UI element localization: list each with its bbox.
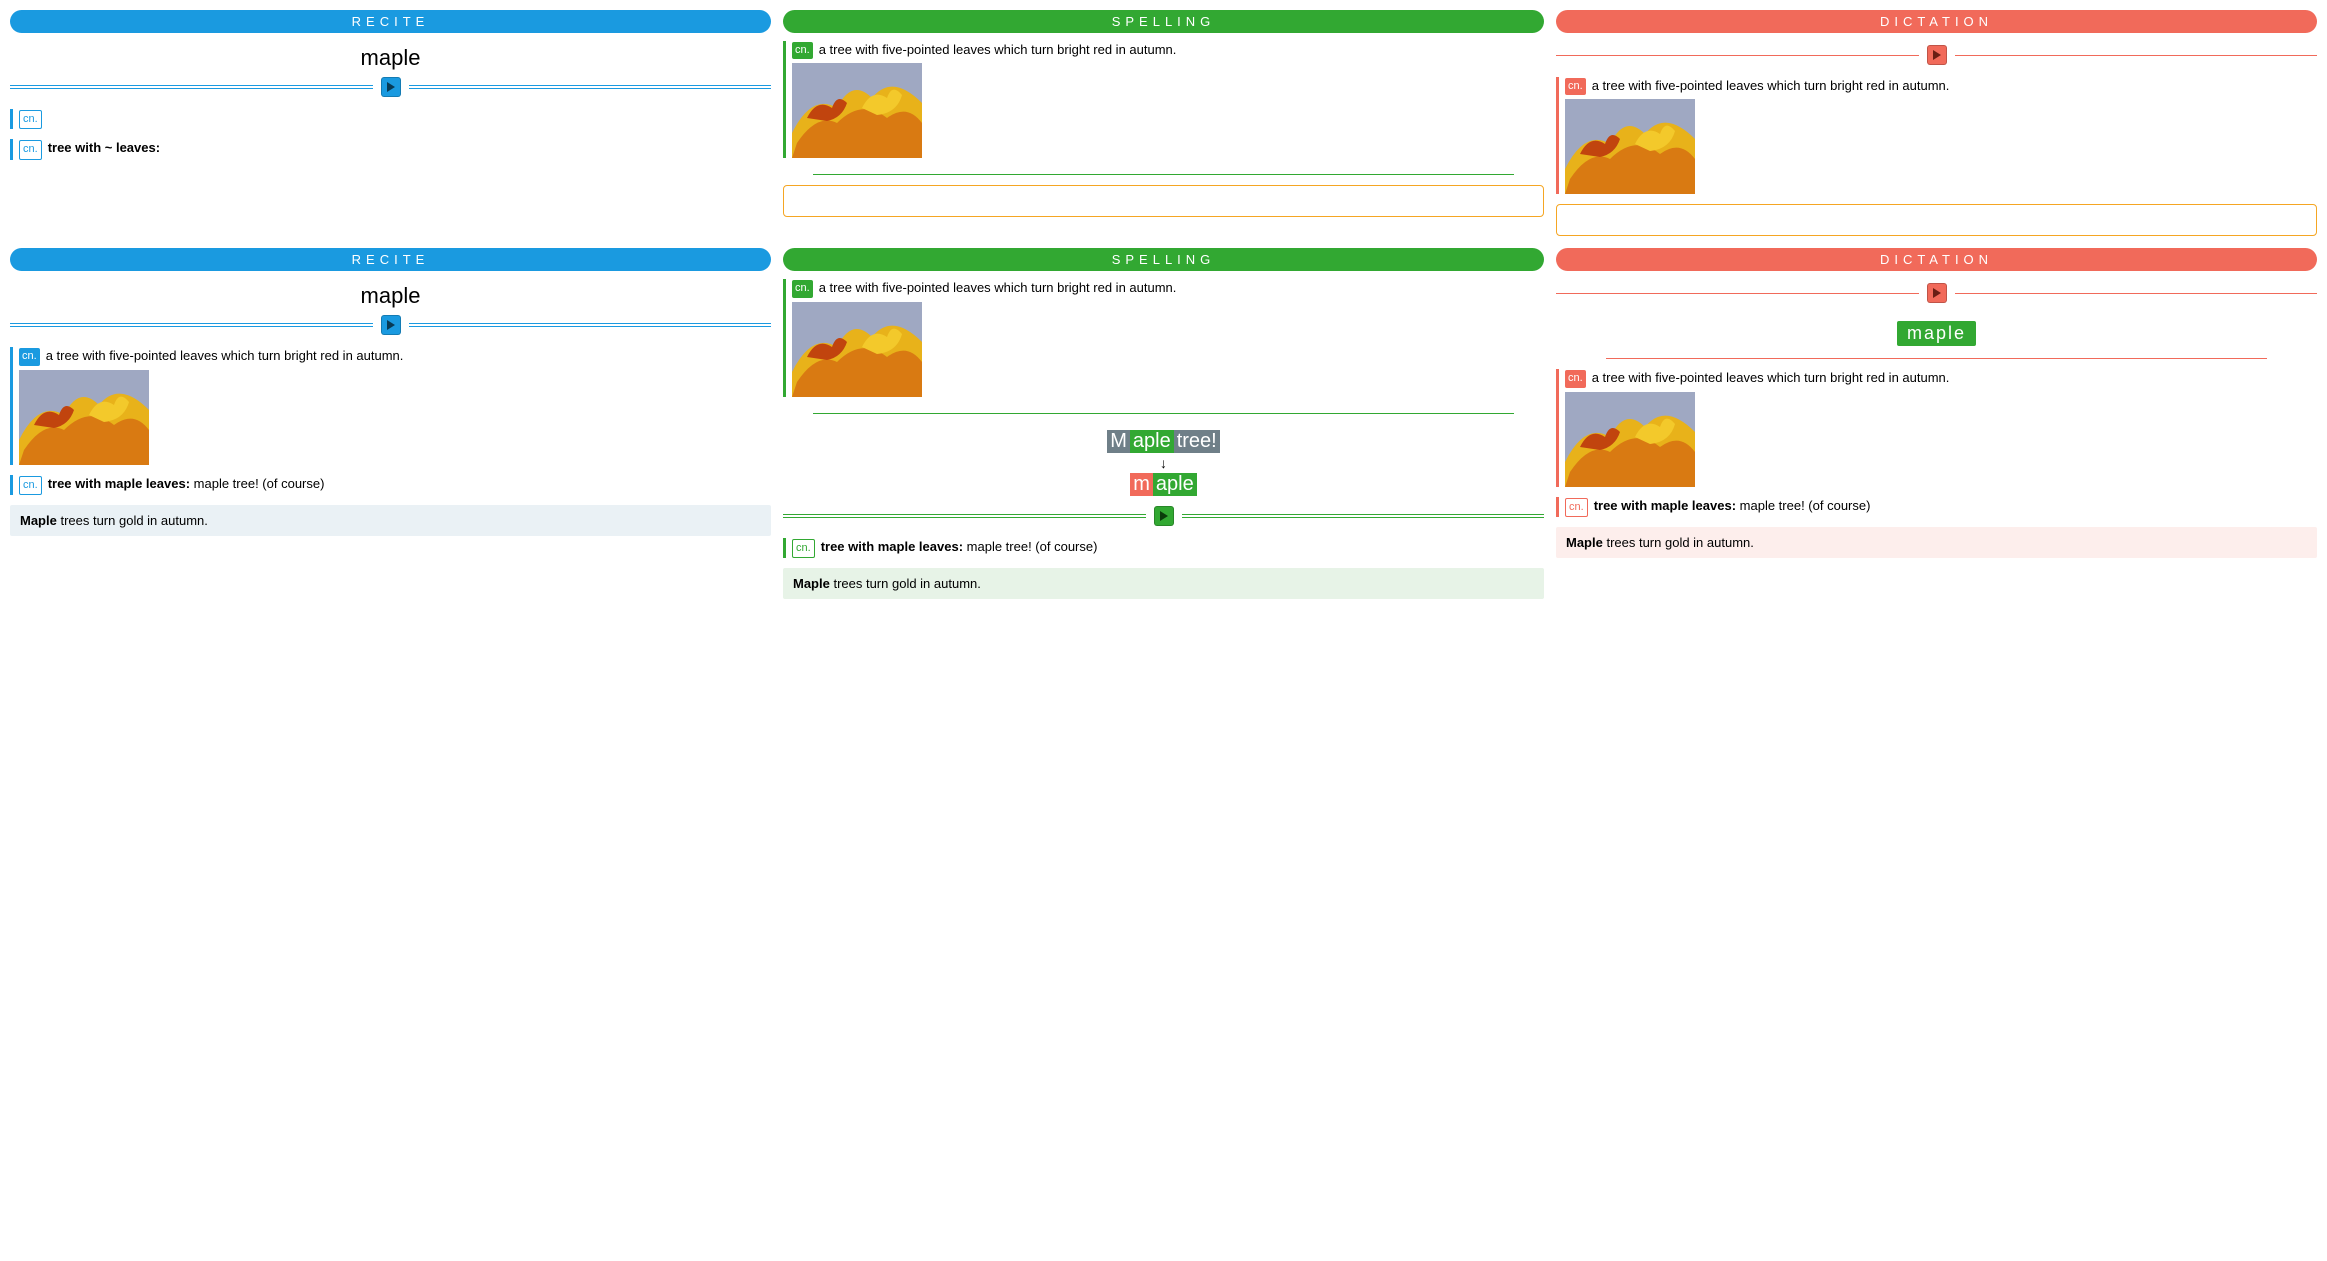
- divider: [813, 174, 1514, 175]
- definition-text: a tree with five-pointed leaves which tu…: [46, 347, 404, 365]
- pos-tag: cn.: [792, 280, 813, 297]
- audio-divider: [10, 315, 771, 335]
- pos-tag: cn.: [19, 110, 42, 129]
- play-audio-button[interactable]: [381, 315, 401, 335]
- definition-image: [792, 302, 922, 397]
- dictation-header: DICTATION: [1556, 248, 2317, 271]
- recite-header: RECITE: [10, 248, 771, 271]
- divider: [813, 413, 1514, 414]
- spelling-panel-feedback: SPELLING cn. a tree with five-pointed le…: [783, 248, 1544, 599]
- dictation-panel-revealed: DICTATION maple cn. a tree with five-poi…: [1556, 248, 2317, 599]
- definition-text: a tree with five-pointed leaves which tu…: [819, 41, 1177, 59]
- definition-block: cn. a tree with five-pointed leaves whic…: [783, 41, 1544, 158]
- play-audio-button[interactable]: [1154, 506, 1174, 526]
- definition-image: [19, 370, 149, 465]
- audio-divider: [783, 506, 1544, 526]
- definition-block: cn. a tree with five-pointed leaves whic…: [1556, 369, 2317, 486]
- mnemonic-block-revealed: cn. tree with maple leaves: maple tree! …: [10, 475, 771, 495]
- play-audio-button[interactable]: [1927, 283, 1947, 303]
- mnemonic-block-revealed: cn. tree with maple leaves: maple tree! …: [1556, 497, 2317, 517]
- example-sentence: Maple trees turn gold in autumn.: [783, 568, 1544, 599]
- pos-tag: cn.: [792, 539, 815, 558]
- mnemonic-block-hidden: cn. tree with ~ leaves:: [10, 139, 771, 159]
- feedback-chunk: aple: [1153, 473, 1197, 496]
- play-audio-button[interactable]: [381, 77, 401, 97]
- pos-tag: cn.: [19, 140, 42, 159]
- recite-panel-initial: RECITE maple cn. cn. tree with ~ leaves:: [10, 10, 771, 236]
- definition-text: a tree with five-pointed leaves which tu…: [1592, 77, 1950, 95]
- dictation-header: DICTATION: [1556, 10, 2317, 33]
- spelling-header: SPELLING: [783, 10, 1544, 33]
- word-title: maple: [10, 283, 771, 309]
- definition-block-empty: cn.: [10, 109, 771, 129]
- pos-tag: cn.: [792, 42, 813, 59]
- example-sentence: Maple trees turn gold in autumn.: [1556, 527, 2317, 558]
- example-sentence: Maple trees turn gold in autumn.: [10, 505, 771, 536]
- play-audio-button[interactable]: [1927, 45, 1947, 65]
- recite-panel-revealed: RECITE maple cn. a tree with five-pointe…: [10, 248, 771, 599]
- pos-tag: cn.: [19, 476, 42, 495]
- definition-block: cn. a tree with five-pointed leaves whic…: [783, 279, 1544, 396]
- audio-divider: [1556, 283, 2317, 303]
- word-title: maple: [10, 45, 771, 71]
- spelling-input[interactable]: [783, 185, 1544, 217]
- mnemonic-hidden-label: tree with ~ leaves:: [48, 140, 160, 155]
- mnemonic-text: tree with maple leaves: maple tree! (of …: [48, 475, 325, 493]
- feedback-attempt: Maple tree!: [783, 430, 1544, 453]
- recite-header: RECITE: [10, 10, 771, 33]
- pos-tag: cn.: [19, 348, 40, 365]
- dictation-panel-initial: DICTATION cn. a tree with five-pointed l…: [1556, 10, 2317, 236]
- feedback-correct: maple: [783, 473, 1544, 496]
- definition-image: [792, 63, 922, 158]
- pos-tag: cn.: [1565, 78, 1586, 95]
- spelling-panel-initial: SPELLING cn. a tree with five-pointed le…: [783, 10, 1544, 236]
- pos-tag: cn.: [1565, 370, 1586, 387]
- feedback-chunk: tree!: [1174, 430, 1220, 453]
- arrow-down-icon: ↓: [783, 455, 1544, 471]
- definition-block: cn. a tree with five-pointed leaves whic…: [10, 347, 771, 464]
- definition-block: cn. a tree with five-pointed leaves whic…: [1556, 77, 2317, 194]
- definition-image: [1565, 392, 1695, 487]
- divider: [1606, 358, 2267, 359]
- definition-text: a tree with five-pointed leaves which tu…: [1592, 369, 1950, 387]
- audio-divider: [10, 77, 771, 97]
- mnemonic-block-revealed: cn. tree with maple leaves: maple tree! …: [783, 538, 1544, 558]
- feedback-chunk: M: [1107, 430, 1130, 453]
- definition-text: a tree with five-pointed leaves which tu…: [819, 279, 1177, 297]
- spelling-feedback: Maple tree! ↓ maple: [783, 430, 1544, 496]
- spelling-header: SPELLING: [783, 248, 1544, 271]
- feedback-chunk: aple: [1130, 430, 1174, 453]
- definition-image: [1565, 99, 1695, 194]
- mnemonic-text: tree with maple leaves: maple tree! (of …: [821, 538, 1098, 556]
- mnemonic-text: tree with maple leaves: maple tree! (of …: [1594, 497, 1871, 515]
- feedback-chunk: m: [1130, 473, 1153, 496]
- audio-divider: [1556, 45, 2317, 65]
- dictation-answer-pill: maple: [1897, 321, 1976, 346]
- pos-tag: cn.: [1565, 498, 1588, 517]
- dictation-input[interactable]: [1556, 204, 2317, 236]
